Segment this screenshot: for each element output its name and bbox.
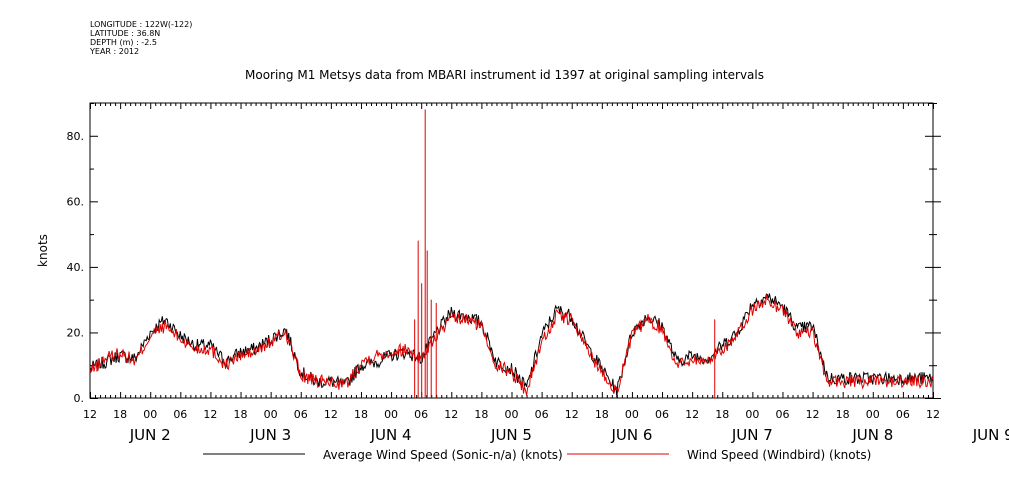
x-tick-label: 18	[715, 408, 729, 421]
latitude-label: LATITUDE : 36.8N	[90, 29, 161, 38]
x-tick-label: 00	[745, 408, 759, 421]
x-tick-label: 06	[775, 408, 789, 421]
x-day-label: JUN 7	[731, 426, 773, 444]
x-tick-label: 12	[565, 408, 579, 421]
series-line-average-wind-speed	[89, 293, 934, 398]
x-tick-label: 12	[203, 408, 217, 421]
x-day-label: JUN 6	[610, 426, 652, 444]
x-tick-label: 06	[173, 408, 187, 421]
longitude-label: LONGITUDE : 122W(-122)	[90, 20, 193, 29]
x-tick-label: 00	[143, 408, 157, 421]
x-day-label: JUN 4	[370, 426, 412, 444]
y-tick-label: 40.	[67, 261, 85, 274]
axes-group: 0. 20. 40. 60. 80. knots 12 18 00 06 12 18 00 06 12 18 0…	[36, 102, 1009, 444]
x-tick-label: 12	[83, 408, 97, 421]
y-tick-label: 20.	[67, 326, 85, 339]
x-tick-label: 12	[926, 408, 940, 421]
x-tick-label: 18	[474, 408, 488, 421]
x-tick-label: 00	[264, 408, 278, 421]
x-tick-label: 00	[384, 408, 398, 421]
x-tick-label: 06	[896, 408, 910, 421]
x-day-label: JUN 5	[490, 426, 532, 444]
x-tick-label: 12	[806, 408, 820, 421]
x-tick-label: 18	[113, 408, 127, 421]
y-tick-label: 60.	[67, 195, 85, 208]
x-tick-label: 18	[836, 408, 850, 421]
x-tick-label: 12	[685, 408, 699, 421]
series-line-windbird-wind-speed	[89, 294, 934, 396]
x-tick-label: 06	[655, 408, 669, 421]
x-day-label: JUN 2	[129, 426, 171, 444]
plot-frame	[89, 102, 934, 399]
year-label: YEAR : 2012	[90, 47, 140, 56]
x-day-label: JUN 8	[851, 426, 893, 444]
y-tick-label: 0.	[74, 392, 85, 405]
x-tick-label: 06	[535, 408, 549, 421]
x-tick-label: 06	[294, 408, 308, 421]
x-tick-label: 00	[625, 408, 639, 421]
x-day-label: JUN 3	[249, 426, 291, 444]
legend-label-average: Average Wind Speed (Sonic-n/a) (knots)	[323, 448, 563, 462]
x-tick-label: 18	[354, 408, 368, 421]
legend-label-windbird: Wind Speed (Windbird) (knots)	[687, 448, 871, 462]
x-day-label: JUN 9	[972, 426, 1009, 444]
x-tick-label: 06	[414, 408, 428, 421]
x-tick-label: 18	[595, 408, 609, 421]
y-tick-label: 80.	[67, 130, 85, 143]
x-tick-label: 00	[866, 408, 880, 421]
metadata-block: LONGITUDE : 122W(-122) LATITUDE : 36.8N …	[90, 20, 192, 56]
y-axis-label: knots	[36, 234, 50, 267]
legend: Average Wind Speed (Sonic-n/a) (knots) Wi…	[203, 448, 871, 462]
x-tick-label: 12	[324, 408, 338, 421]
depth-label: DEPTH (m) : -2.5	[90, 38, 157, 47]
plot-lines	[89, 109, 934, 398]
x-tick-label: 18	[234, 408, 248, 421]
x-tick-label: 00	[505, 408, 519, 421]
x-tick-label: 12	[444, 408, 458, 421]
chart-title: Mooring M1 Metsys data from MBARI instru…	[245, 68, 764, 82]
